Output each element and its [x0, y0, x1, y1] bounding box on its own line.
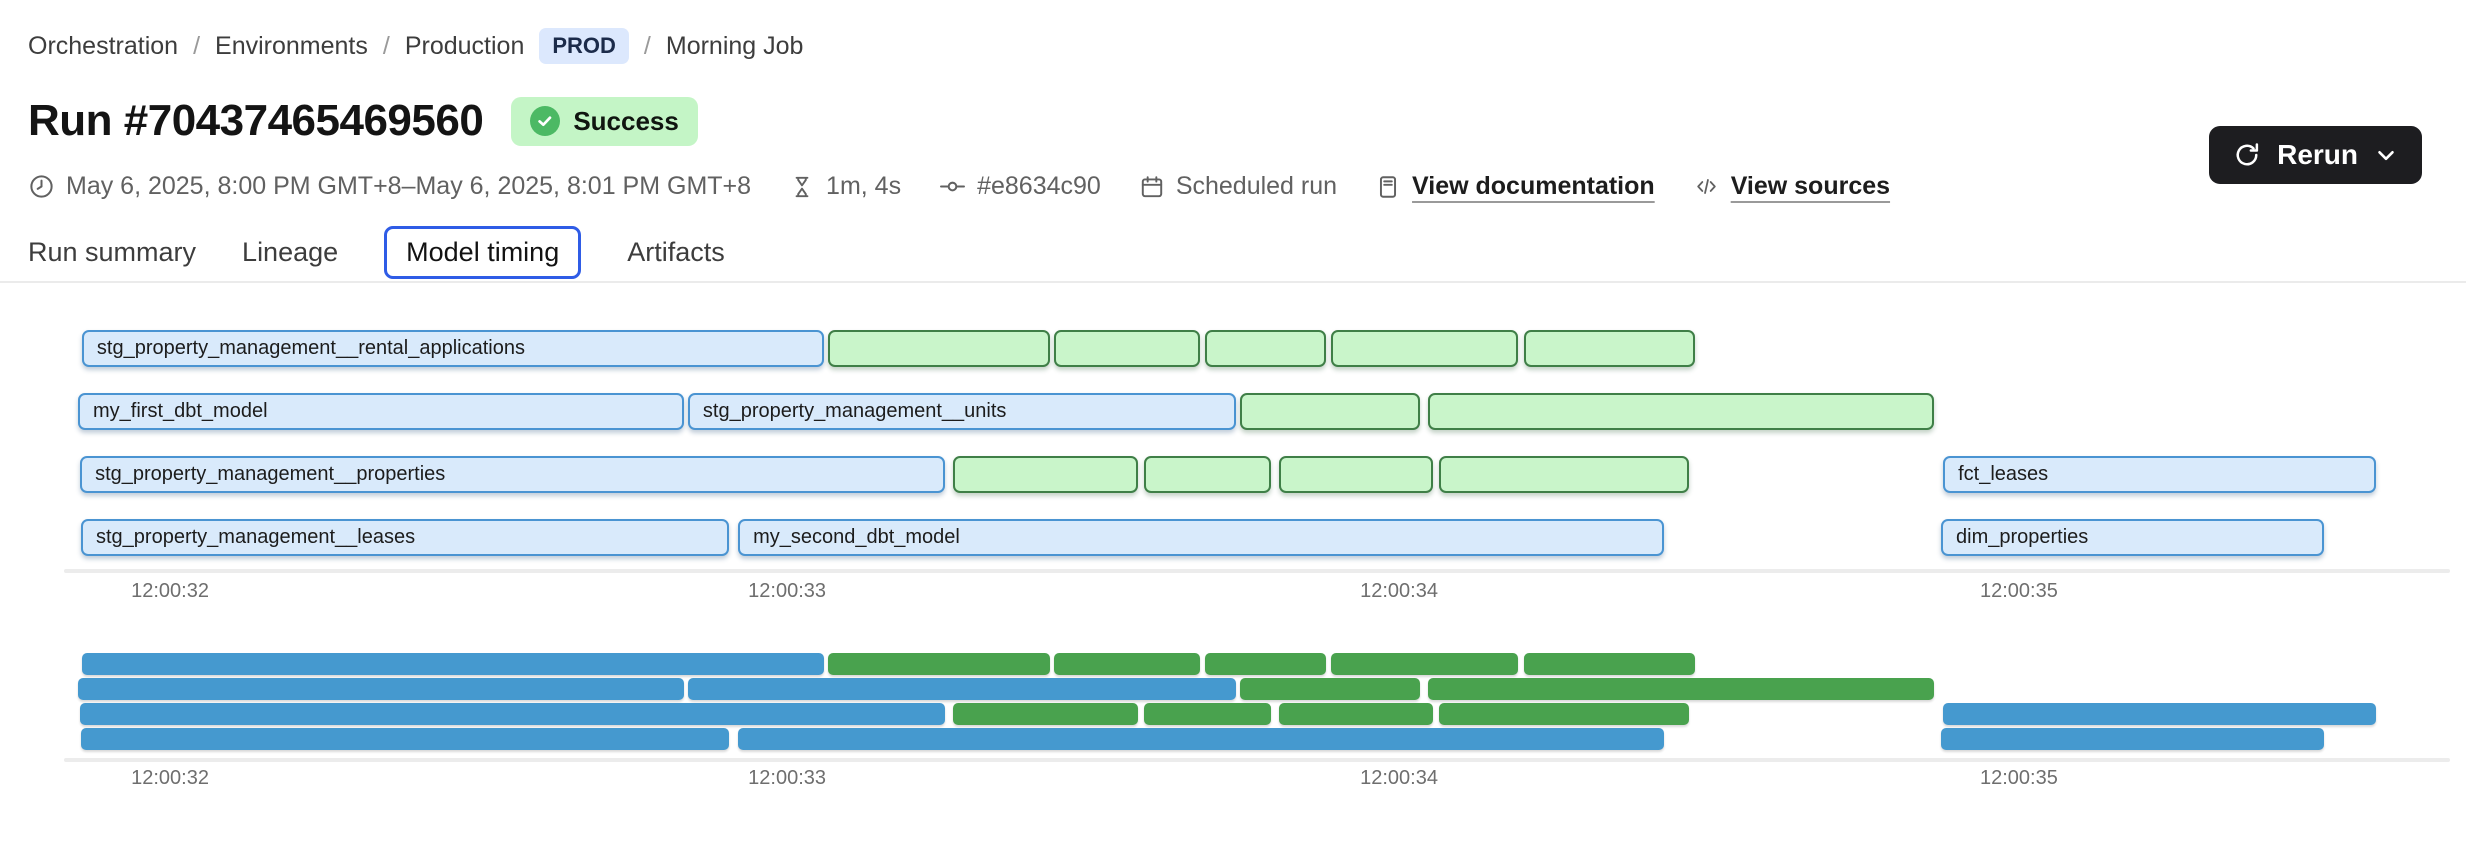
tab-artifacts[interactable]: Artifacts [627, 236, 725, 267]
minimap-bar [81, 653, 825, 675]
timing-bar[interactable]: stg_property_management__properties [80, 456, 945, 493]
timing-bar[interactable] [1427, 393, 1935, 430]
minimap-bar [953, 703, 1139, 725]
commit-hash: #e8634c90 [939, 172, 1101, 201]
axis-tick-label: 12:00:35 [1979, 767, 2058, 789]
clock-icon [30, 175, 53, 198]
timing-bar[interactable] [828, 330, 1050, 367]
minimap-time-axis: 12:00:32 12:00:33 12:00:34 12:00:35 [78, 767, 2390, 795]
documentation-icon [1380, 175, 1397, 198]
minimap-axis-rule [64, 758, 2450, 762]
minimap-bar [1053, 653, 1200, 675]
hourglass-icon [795, 176, 809, 197]
timing-bar[interactable] [1053, 330, 1200, 367]
divider [0, 281, 2466, 283]
tab-lineage[interactable]: Lineage [242, 236, 339, 267]
commit-icon [940, 181, 966, 192]
status-badge-label: Success [573, 105, 679, 136]
minimap-bar [1941, 728, 2325, 750]
run-trigger: Scheduled run [1139, 172, 1337, 201]
breadcrumb-item-environments[interactable]: Environments [215, 31, 368, 60]
timing-bar[interactable]: my_first_dbt_model [78, 393, 684, 430]
title-row: Run #70437465469560 Success [28, 96, 698, 146]
minimap-bar [81, 728, 730, 750]
timing-bar[interactable] [1205, 330, 1326, 367]
minimap-bar [1523, 653, 1695, 675]
timing-bar[interactable]: stg_property_management__rental_applicat… [81, 330, 825, 367]
run-duration: 1m, 4s [789, 172, 901, 201]
minimap-bar [1331, 653, 1519, 675]
minimap-bar [1439, 703, 1689, 725]
minimap-bar [1943, 703, 2377, 725]
minimap-bar [1205, 653, 1326, 675]
success-check-icon [530, 106, 561, 136]
timing-bar[interactable] [1523, 330, 1695, 367]
breadcrumb-item-production[interactable]: Production [404, 31, 525, 60]
view-sources-link[interactable]: View sources [1730, 172, 1891, 200]
run-time-range-text: May 6, 2025, 8:00 PM GMT+8–May 6, 2025, … [66, 172, 752, 200]
timing-bar[interactable] [1144, 456, 1271, 493]
axis-tick-label: 12:00:35 [1979, 580, 2058, 602]
breadcrumb: Orchestration / Environments / Productio… [28, 28, 803, 64]
axis-tick-label: 12:00:34 [1360, 580, 1438, 602]
run-tabs: Run summary Lineage Model timing Artifac… [28, 224, 725, 280]
timing-bar[interactable] [1439, 456, 1689, 493]
chart-time-axis: 12:00:32 12:00:33 12:00:34 12:00:35 [78, 580, 2390, 608]
minimap-bar [1144, 703, 1271, 725]
run-meta-row: May 6, 2025, 8:00 PM GMT+8–May 6, 2025, … [28, 172, 1890, 201]
minimap-bar [1240, 678, 1421, 700]
rerun-button-label: Rerun [2277, 139, 2358, 170]
run-trigger-text: Scheduled run [1175, 172, 1338, 200]
minimap-bar [1427, 678, 1935, 700]
chart-axis-rule [64, 569, 2450, 573]
prod-environment-badge: PROD [539, 28, 629, 64]
breadcrumb-item-morning-job[interactable]: Morning Job [665, 31, 804, 60]
timing-bar[interactable]: stg_property_management__leases [81, 519, 730, 556]
view-sources[interactable]: View sources [1693, 172, 1890, 201]
axis-tick-label: 12:00:34 [1360, 767, 1438, 789]
timeline-minimap[interactable] [78, 653, 2390, 753]
view-documentation-link[interactable]: View documentation [1412, 172, 1655, 200]
breadcrumb-separator: / [382, 31, 390, 60]
axis-tick-label: 12:00:32 [131, 580, 209, 602]
timing-bar[interactable]: my_second_dbt_model [738, 519, 1665, 556]
run-duration-text: 1m, 4s [826, 172, 902, 200]
axis-tick-label: 12:00:33 [748, 580, 827, 602]
page-title: Run #70437465469560 [28, 96, 484, 145]
minimap-bar [1279, 703, 1434, 725]
rerun-button[interactable]: Rerun [2209, 126, 2422, 184]
timing-bar[interactable]: dim_properties [1941, 519, 2325, 556]
view-documentation[interactable]: View documentation [1375, 172, 1655, 201]
run-time-range: May 6, 2025, 8:00 PM GMT+8–May 6, 2025, … [28, 172, 751, 201]
refresh-icon [2236, 143, 2259, 166]
calendar-icon [1141, 175, 1162, 197]
code-icon [1696, 179, 1716, 194]
minimap-bar [80, 703, 945, 725]
breadcrumb-item-orchestration[interactable]: Orchestration [28, 31, 179, 60]
chevron-down-icon [2378, 150, 2394, 161]
minimap-bar [828, 653, 1050, 675]
status-badge: Success [511, 96, 698, 146]
minimap-bar [687, 678, 1236, 700]
timing-bar[interactable] [953, 456, 1139, 493]
model-timing-chart: stg_property_management__rental_applicat… [78, 330, 2390, 556]
minimap-bar [78, 678, 684, 700]
timing-bar[interactable]: stg_property_management__units [687, 393, 1236, 430]
commit-hash-text: #e8634c90 [977, 172, 1101, 200]
breadcrumb-separator: / [643, 31, 651, 60]
minimap-bar [738, 728, 1665, 750]
tab-run-summary[interactable]: Run summary [28, 236, 197, 267]
timing-bar[interactable]: fct_leases [1943, 456, 2377, 493]
timing-bar[interactable] [1331, 330, 1519, 367]
tab-model-timing[interactable]: Model timing [384, 225, 582, 279]
timing-bar[interactable] [1279, 456, 1434, 493]
axis-tick-label: 12:00:33 [748, 767, 827, 789]
timing-bar[interactable] [1240, 393, 1421, 430]
axis-tick-label: 12:00:32 [131, 767, 209, 789]
breadcrumb-separator: / [193, 31, 201, 60]
